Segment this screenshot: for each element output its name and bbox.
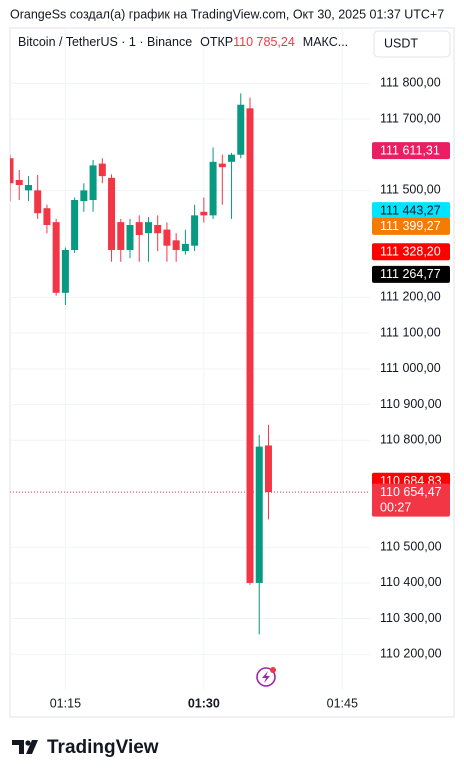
y-tick-label: 110 900,00 xyxy=(380,397,442,411)
price-label-box xyxy=(372,217,450,235)
symbol-name: Bitcoin / TetherUS · 1 · Binance xyxy=(18,35,192,49)
candle-body xyxy=(228,154,236,162)
price-label: 111 611,31 xyxy=(380,143,440,157)
candle-body xyxy=(89,165,97,201)
attribution: OrangeSs создал(а) график на TradingView… xyxy=(10,7,444,21)
symbol: Bitcoin / TetherUS · 1 · Binance ОТКР110 … xyxy=(18,35,348,49)
price-label-box xyxy=(372,243,450,261)
price-label-box xyxy=(372,142,450,160)
candle-body xyxy=(126,224,134,250)
candle-body xyxy=(108,177,116,250)
candle-body xyxy=(191,215,199,246)
grid xyxy=(10,28,370,690)
candle-body xyxy=(181,243,189,252)
y-tick-label: 111 100,00 xyxy=(380,325,441,339)
price-label: 111 328,20 xyxy=(380,244,441,258)
price-label-box xyxy=(372,265,450,283)
candle-body xyxy=(15,180,23,186)
y-tick-label: 110 500,00 xyxy=(380,540,442,554)
panel-border xyxy=(9,27,455,718)
candle-body xyxy=(172,240,180,250)
currency: USDT xyxy=(384,36,418,50)
candle-body xyxy=(209,161,217,216)
open-caption: ОТКР xyxy=(200,35,233,49)
brand-logo xyxy=(12,740,38,754)
y-tick-label: 110 800,00 xyxy=(380,432,442,446)
y-tick-label: 111 700,00 xyxy=(380,111,441,125)
candle-body xyxy=(43,208,51,225)
candle-body xyxy=(34,190,42,214)
x-tick-label: 01:45 xyxy=(327,696,358,710)
x-tick-label: 01:30 xyxy=(188,696,220,710)
x-tick-label: 01:15 xyxy=(50,696,81,710)
candle-body xyxy=(264,445,272,493)
price-label: 111 443,27 xyxy=(380,203,441,217)
candle-body xyxy=(80,190,88,202)
candle-body xyxy=(71,200,79,250)
candle-body xyxy=(135,222,143,235)
more: МАКС... xyxy=(303,35,348,49)
candles xyxy=(10,93,272,635)
price-label-box xyxy=(372,202,450,220)
brand: TradingView xyxy=(47,737,159,758)
candle-body xyxy=(255,446,263,583)
axis-labels: 111 800,00 111 700,00 111 500,00 111 200,00… xyxy=(50,76,450,710)
candle-body xyxy=(218,163,226,168)
candle-body xyxy=(144,222,152,234)
candle-body xyxy=(61,249,69,293)
last-price-label: 110 654,47 xyxy=(380,485,442,499)
y-tick-label: 110 200,00 xyxy=(380,647,442,661)
y-tick-label: 110 400,00 xyxy=(380,575,442,589)
y-tick-label: 111 000,00 xyxy=(380,361,441,375)
currency-button[interactable] xyxy=(373,30,451,58)
price-label: 111 399,27 xyxy=(380,219,441,233)
candle-body xyxy=(24,185,32,191)
candle-body xyxy=(154,224,162,234)
open-value: 110 785,24 xyxy=(233,35,295,49)
candle-body xyxy=(246,108,254,583)
candle-body xyxy=(200,211,208,216)
candle-body xyxy=(98,163,106,177)
y-tick-label: 111 500,00 xyxy=(380,183,441,197)
y-tick-label: 111 800,00 xyxy=(380,76,441,90)
candle-body xyxy=(10,158,14,184)
price-label: 111 264,77 xyxy=(380,267,441,281)
candle-body xyxy=(237,104,245,155)
y-tick-label: 111 200,00 xyxy=(380,290,441,304)
countdown: 00:27 xyxy=(380,500,411,514)
candle-body xyxy=(52,222,60,293)
candle-body xyxy=(117,222,125,250)
y-tick-label: 110 300,00 xyxy=(380,611,442,625)
candle-body xyxy=(163,229,171,246)
last-price-box xyxy=(372,483,450,517)
lightning-icon xyxy=(256,667,276,687)
